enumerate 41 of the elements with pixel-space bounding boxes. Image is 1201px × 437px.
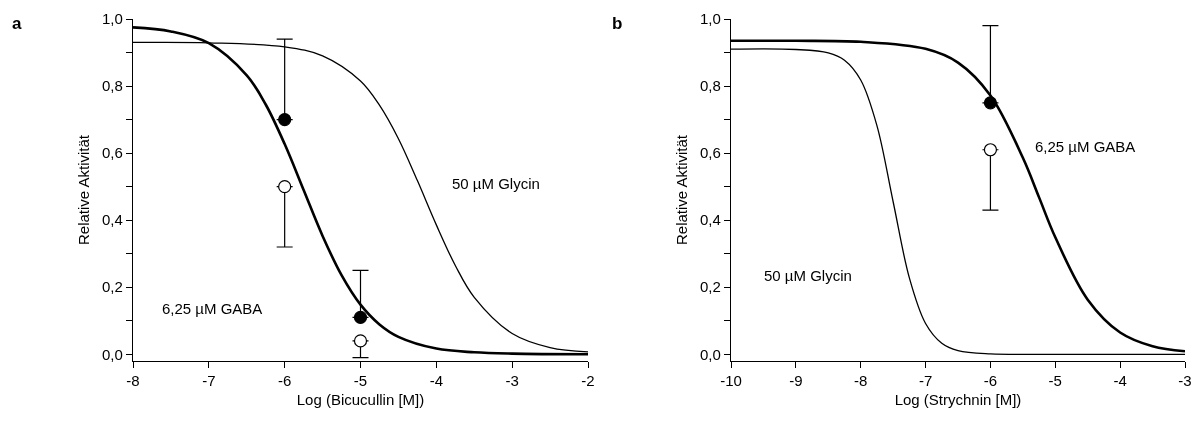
y-axis-title: Relative Aktivität <box>673 134 691 246</box>
annotation: 50 µM Glycin <box>452 175 540 192</box>
x-tick-label: -10 <box>720 372 742 390</box>
annotation: 6,25 µM GABA <box>1035 138 1136 155</box>
annotation: 50 µM Glycin <box>764 267 852 284</box>
annotation: 6,25 µM GABA <box>162 300 263 317</box>
x-tick-label: -2 <box>581 372 595 390</box>
point <box>278 112 292 127</box>
x-tick-label: -4 <box>1113 372 1127 390</box>
x-tick-label: -7 <box>918 372 933 390</box>
x-tick-label: -3 <box>505 372 519 390</box>
point <box>353 334 368 348</box>
y-tick-label: 0,2 <box>102 278 123 296</box>
chart-title: a <box>12 14 22 33</box>
y-tick-label: 0,0 <box>700 345 721 363</box>
x-tick-label: -6 <box>983 372 998 390</box>
point <box>353 310 368 324</box>
x-tick-label: -4 <box>429 372 443 390</box>
x-axis-title: Log (Strychnin [M]) <box>894 391 1022 409</box>
y-tick-label: 1,0 <box>102 10 123 28</box>
x-tick-label: -7 <box>202 372 216 390</box>
y-tick-label: 1,0 <box>700 10 721 28</box>
y-tick-label: 0,4 <box>700 211 721 229</box>
x-tick-label: -8 <box>126 372 140 390</box>
point <box>278 180 292 194</box>
y-tick-label: 0,8 <box>700 77 721 95</box>
x-tick-label: -3 <box>1178 372 1192 390</box>
x-tick-label: -5 <box>353 372 368 390</box>
y-tick-label: 0,6 <box>700 144 721 162</box>
x-axis-title: Log (Bicucullin [M]) <box>296 391 425 409</box>
x-tick-label: -5 <box>1048 372 1062 390</box>
x-tick-label: -9 <box>789 372 803 390</box>
y-tick-label: 0,2 <box>700 278 721 296</box>
y-tick-label: 0,0 <box>102 345 123 363</box>
y-tick-label: 0,4 <box>102 211 123 229</box>
y-tick-label: 0,8 <box>102 77 123 95</box>
chart-title: b <box>612 14 623 33</box>
x-tick-label: -6 <box>278 372 292 390</box>
y-axis-title: Relative Aktivität <box>75 134 93 246</box>
y-tick-label: 0,6 <box>102 144 123 162</box>
x-tick-label: -8 <box>854 372 868 390</box>
